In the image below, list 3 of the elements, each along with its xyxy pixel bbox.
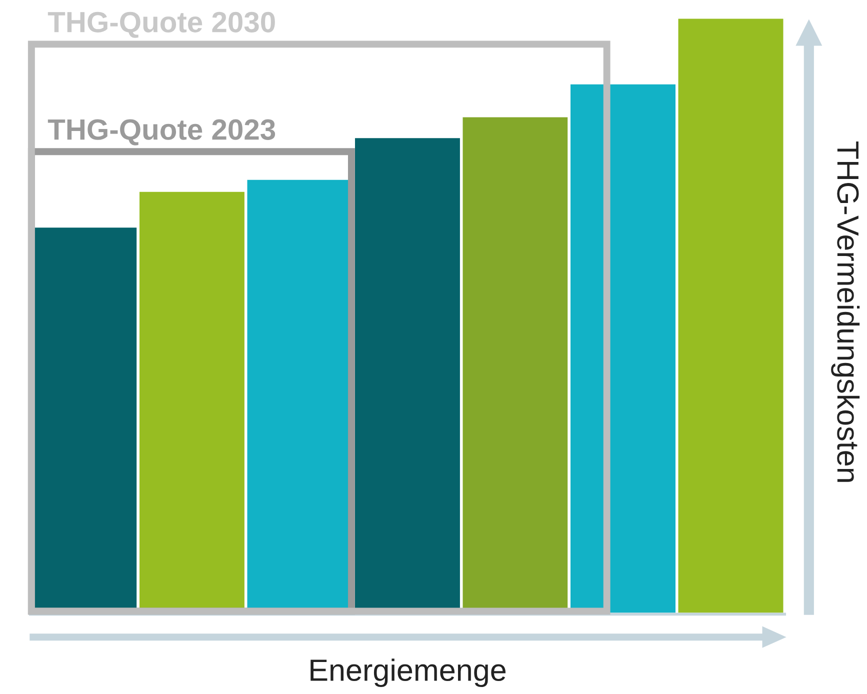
annotation: THG-Quote 2023 <box>48 119 276 146</box>
x-axis-title: Energiemenge <box>310 658 506 688</box>
y-axis-title: THG-Vermeidungskosten <box>831 141 860 482</box>
